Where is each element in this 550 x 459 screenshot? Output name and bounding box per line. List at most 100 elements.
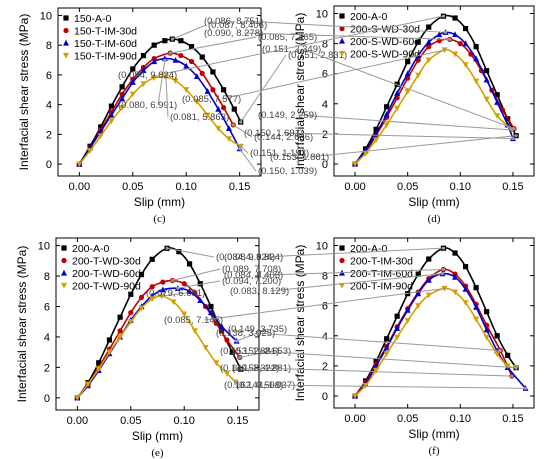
data-point (119, 95, 126, 102)
data-point (138, 294, 145, 300)
series-line (78, 57, 241, 165)
legend-marker (339, 37, 345, 44)
annotation-label: (0.080, 6.991) (118, 100, 177, 111)
plot-frame (55, 237, 260, 411)
data-point (452, 273, 459, 280)
data-point (140, 81, 147, 88)
data-point (452, 289, 459, 296)
legend-marker (339, 25, 345, 32)
annotation-arrow-head (233, 380, 238, 384)
y-tick-label: 0 (46, 159, 52, 171)
data-point (452, 250, 458, 256)
x-axis-label: Slip (mm) (132, 429, 183, 443)
annotation-arrow-head (498, 348, 502, 353)
annotation-label: (0.084, 9.824) (118, 70, 177, 81)
data-point (504, 363, 511, 370)
series-line (76, 295, 237, 399)
annotation-label: (0.153, 1.881) (270, 152, 329, 163)
legend-label: 150-A-0 (74, 13, 112, 25)
data-point (151, 75, 158, 82)
data-point (215, 125, 222, 132)
legend-label: 200-A-0 (72, 243, 110, 255)
data-point (183, 87, 190, 93)
data-point (172, 78, 179, 85)
y-tick-label: 4 (322, 99, 328, 111)
x-tick-label: 0.10 (173, 415, 194, 427)
annotation-arrow (269, 273, 443, 292)
annotation-label: (0.162, 0.508) (224, 380, 283, 391)
data-point (415, 39, 421, 45)
annotation-label: (0.085, 7.577) (182, 94, 241, 105)
data-point (215, 105, 222, 112)
y-tick-label: 6 (322, 301, 328, 313)
y-tick-label: 10 (316, 241, 328, 253)
data-point (138, 305, 145, 312)
x-tick-label: 0.00 (344, 181, 365, 193)
data-point (172, 56, 179, 63)
legend-label: 200-T-WD-30d (72, 256, 141, 268)
data-point (426, 256, 432, 262)
legend-label: 150-T-IM-30d (74, 26, 137, 38)
data-point (149, 284, 155, 290)
data-point (210, 87, 216, 93)
annotation-label: (0.085, 7.465) (258, 32, 317, 43)
data-point (457, 41, 463, 47)
x-tick-label: 0.05 (397, 181, 418, 193)
annotation-label: (0.151, 2.349) (262, 44, 321, 55)
annotation-arrow-head (442, 286, 447, 291)
data-point (225, 125, 232, 132)
data-point (117, 328, 123, 334)
annotation-arrow (203, 287, 445, 321)
data-point (117, 314, 123, 320)
data-point (473, 55, 480, 62)
data-point (96, 360, 102, 366)
legend-marker (61, 282, 67, 289)
data-point (199, 54, 205, 60)
data-point (415, 271, 421, 277)
series-line (354, 247, 517, 397)
data-point (415, 290, 422, 297)
annotation-label: (0.094, 7.200) (222, 276, 281, 287)
annotation-label: (0.149, 3.735) (228, 324, 287, 335)
annotation-arrow-head (441, 246, 446, 250)
data-point (362, 150, 369, 157)
x-tick-label: 0.10 (450, 181, 471, 193)
data-point (138, 271, 145, 278)
series-line (354, 272, 527, 397)
annotation-arrow (259, 367, 512, 377)
data-point (373, 358, 379, 364)
data-point (373, 137, 380, 144)
data-point (208, 303, 214, 310)
y-tick-label: 0 (322, 159, 328, 171)
data-point (128, 309, 134, 316)
data-point (404, 318, 411, 324)
data-point (494, 113, 501, 120)
annotation-label: (0.151, 1.193) (250, 148, 309, 159)
data-point (119, 105, 126, 111)
annotation-arrow-head (510, 374, 514, 378)
data-point (425, 38, 432, 45)
data-point (494, 99, 501, 105)
data-point (384, 104, 390, 110)
series-3 (74, 285, 240, 401)
data-point (119, 84, 125, 90)
data-point (462, 263, 469, 270)
data-point (383, 122, 390, 129)
annotation-arrow-head (168, 51, 172, 55)
data-point (188, 44, 195, 50)
data-point (202, 344, 209, 351)
legend-marker (61, 257, 67, 264)
data-point (218, 323, 225, 329)
legend-marker (339, 50, 345, 57)
data-point (210, 69, 216, 75)
annotation-label: (0.150, 1.691) (244, 128, 303, 139)
annotation-arrow (165, 76, 169, 118)
annotation-label: (0.090, 8.278) (204, 28, 263, 39)
data-point (473, 44, 479, 50)
annotation-label: (0.150, 1.039) (258, 166, 317, 177)
legend-label: 200-S-WD-60d (350, 36, 420, 48)
data-point (383, 351, 390, 358)
data-point (207, 309, 214, 316)
data-point (223, 370, 230, 377)
